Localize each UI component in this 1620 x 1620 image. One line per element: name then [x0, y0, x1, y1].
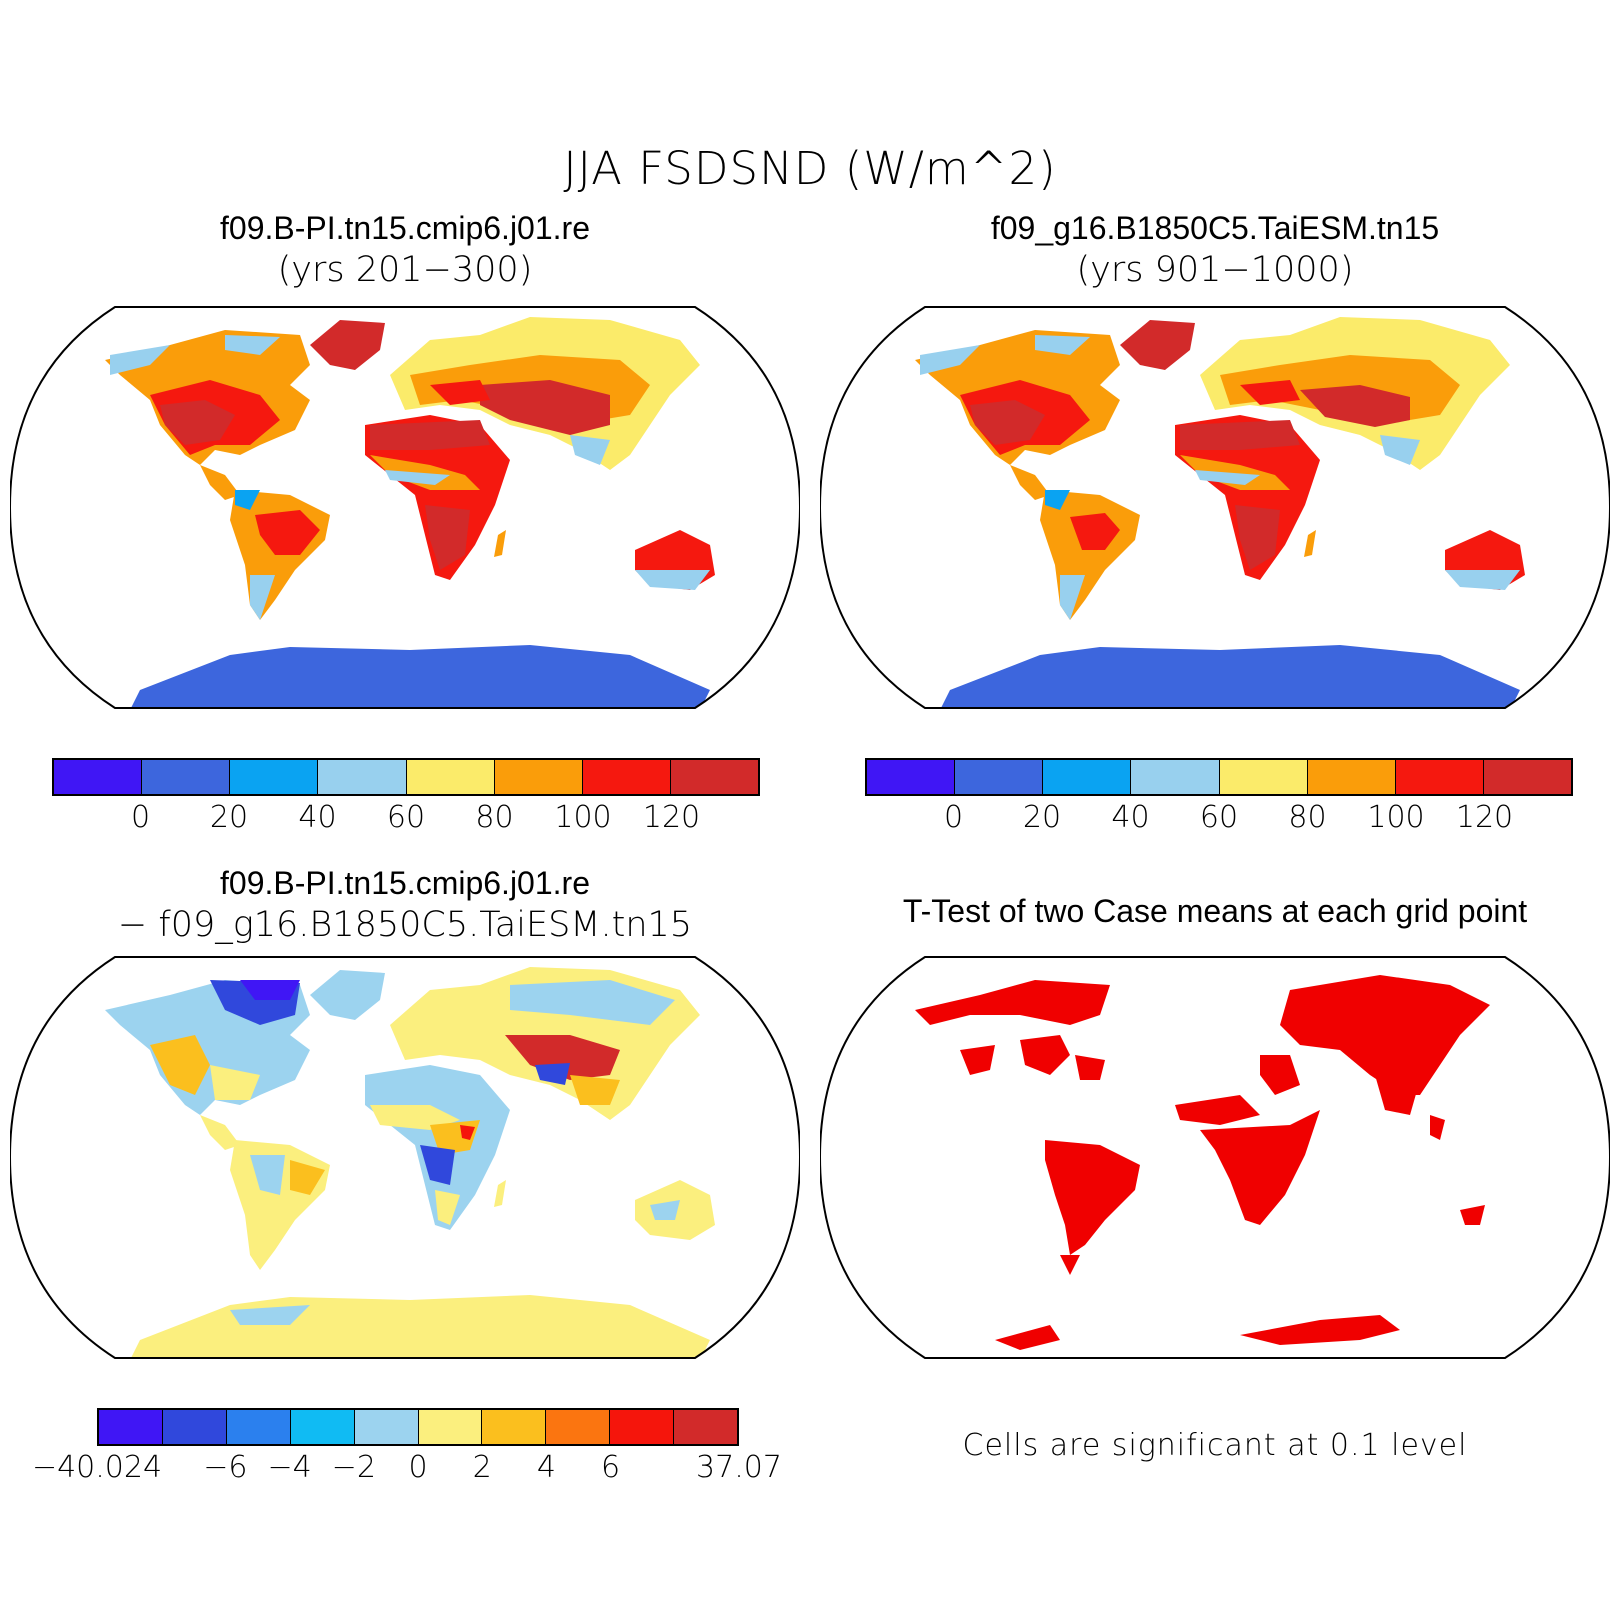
colorbar-tick-label: 120 [1455, 800, 1514, 835]
colorbar-tick-label: 80 [475, 800, 514, 835]
colorbar-cell [142, 760, 231, 794]
map-bottom-right [820, 956, 1610, 1359]
colorbar-tick-label: −4 [267, 1450, 312, 1485]
colorbar-tick-label: 20 [1022, 800, 1062, 835]
colorbar-tick-label: 80 [1288, 800, 1327, 835]
colorbar-cell [318, 760, 407, 794]
colorbar-top-left [52, 758, 760, 796]
colorbar-tick-label: 0 [943, 800, 964, 835]
colorbar-cell [406, 760, 495, 794]
colorbar-tick-label: −40.024 [31, 1450, 163, 1485]
colorbar-tick-label: 40 [298, 800, 337, 835]
colorbar-tick-label: −2 [331, 1450, 376, 1485]
colorbar-cell [1131, 760, 1220, 794]
colorbar-cell [1219, 760, 1308, 794]
colorbar-labels-top-right: 0 20 40 60 80 100 120 [865, 800, 1573, 840]
panel-title-bottom-right: T-Test of two Case means at each grid po… [902, 893, 1528, 929]
main-title: JJA FSDSND (W/m^2) [563, 142, 1057, 195]
panel-subtitle-top-left: (yrs 201−300) [277, 250, 533, 290]
colorbar-tick-label: 37.07 [696, 1450, 782, 1485]
colorbar-cell [418, 1410, 483, 1444]
colorbar-tick-label: 2 [472, 1450, 492, 1485]
colorbar-cell [494, 760, 583, 794]
colorbar-cell [482, 1410, 547, 1444]
colorbar-cell [867, 760, 956, 794]
colorbar-cell [230, 760, 319, 794]
colorbar-tick-label: 100 [554, 800, 612, 835]
colorbar-cell [1395, 760, 1484, 794]
colorbar-bottom-left [97, 1408, 739, 1446]
colorbar-cell [582, 760, 671, 794]
map-bottom-left [10, 956, 800, 1359]
colorbar-labels-top-left: 0 20 40 60 80 100 120 [52, 800, 760, 840]
panel-title-top-right: f09_g16.B1850C5.TaiESM.tn15 [990, 210, 1440, 246]
colorbar-cell [162, 1410, 227, 1444]
colorbar-cell [54, 760, 143, 794]
colorbar-tick-label: 120 [642, 800, 701, 835]
colorbar-tick-label: −6 [203, 1450, 248, 1485]
colorbar-tick-label: 100 [1367, 800, 1425, 835]
colorbar-tick-label: 4 [536, 1450, 556, 1485]
colorbar-tick-label: 0 [408, 1450, 428, 1485]
colorbar-cell [955, 760, 1044, 794]
colorbar-tick-label: 6 [601, 1450, 621, 1485]
map-top-left [10, 306, 800, 709]
colorbar-tick-label: 60 [386, 800, 426, 835]
colorbar-cell [1043, 760, 1132, 794]
colorbar-tick-label: 0 [130, 800, 151, 835]
colorbar-tick-label: 40 [1111, 800, 1150, 835]
colorbar-tick-label: 60 [1199, 800, 1239, 835]
panel-title-bottom-left: f09.B-PI.tn15.cmip6.j01.re [220, 865, 590, 901]
colorbar-cell [674, 1410, 738, 1444]
colorbar-cell [1483, 760, 1571, 794]
map-top-right [820, 306, 1610, 709]
panel-subtitle-top-right: (yrs 901−1000) [1076, 250, 1354, 290]
colorbar-tick-label: 20 [209, 800, 249, 835]
colorbar-labels-bottom-left: −40.024 −6 −4 −2 0 2 4 6 37.07 [32, 1450, 782, 1490]
significance-note: Cells are significant at 0.1 level [962, 1428, 1468, 1463]
colorbar-cell [670, 760, 758, 794]
colorbar-cell [226, 1410, 291, 1444]
colorbar-cell [354, 1410, 419, 1444]
colorbar-cell [1307, 760, 1396, 794]
colorbar-cell [546, 1410, 611, 1444]
colorbar-cell [610, 1410, 675, 1444]
panel-subtitle-bottom-left: − f09_g16.B1850C5.TaiESM.tn15 [117, 905, 693, 945]
panel-title-top-left: f09.B-PI.tn15.cmip6.j01.re [220, 210, 590, 246]
colorbar-cell [99, 1410, 163, 1444]
colorbar-top-right [865, 758, 1573, 796]
colorbar-cell [290, 1410, 355, 1444]
